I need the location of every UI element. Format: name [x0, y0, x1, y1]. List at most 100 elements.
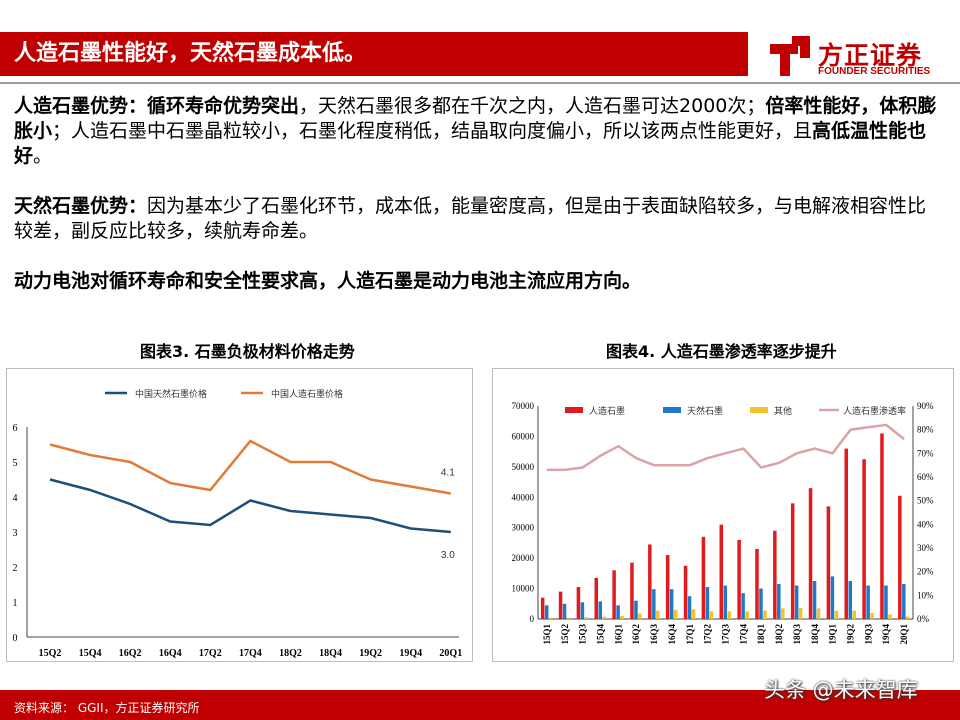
- y2-tick-label: 50%: [917, 496, 934, 506]
- x-tick-label: 16Q3: [649, 624, 659, 645]
- bar-2: [709, 611, 714, 619]
- bar-0: [755, 549, 759, 619]
- bar-1: [687, 596, 692, 619]
- legend-swatch: [565, 407, 583, 413]
- x-tick-label: 15Q2: [560, 624, 570, 645]
- body-span: 。: [33, 145, 53, 167]
- bar-2: [781, 608, 785, 619]
- body-text: 人造石墨优势：循环寿命优势突出，天然石墨很多都在千次之内，人造石墨可达2000次…: [14, 94, 939, 319]
- x-tick-label: 20Q1: [439, 648, 462, 659]
- bar-2: [656, 610, 660, 619]
- bar-0: [808, 488, 813, 619]
- series-line-natural: [49, 478, 451, 534]
- bar-1: [812, 580, 817, 619]
- paragraph-artificial-advantages: 人造石墨优势：循环寿命优势突出，天然石墨很多都在千次之内，人造石墨可达2000次…: [14, 94, 939, 169]
- x-tick-label: 18Q4: [810, 624, 820, 645]
- bar-0: [683, 565, 688, 619]
- bar-1: [723, 585, 727, 619]
- bar-2: [727, 611, 731, 619]
- bar-1: [616, 605, 620, 619]
- bar-1: [580, 602, 585, 619]
- bar-2: [763, 610, 767, 619]
- bar-2: [602, 616, 606, 619]
- y2-tick-label: 90%: [917, 401, 934, 411]
- y-tick-label: 3: [13, 528, 18, 539]
- penetration-chart-panel: 0 10000 20000 30000 40000 50000 60000 70000 0% 10…: [492, 368, 954, 662]
- x-tick-label: 17Q3: [721, 624, 731, 645]
- bar-0: [594, 577, 598, 619]
- x-tick-label: 18Q3: [792, 624, 802, 645]
- bar-2: [870, 612, 874, 619]
- bar-2: [548, 617, 553, 619]
- legend-label: 天然石墨: [687, 405, 723, 417]
- bar-2: [638, 613, 642, 619]
- y2-tick-label: 40%: [917, 519, 934, 529]
- bar-0: [898, 495, 902, 619]
- bar-0: [862, 459, 866, 619]
- bar-2: [852, 610, 856, 619]
- bar-2: [691, 609, 696, 619]
- y-tick-label: 0: [530, 614, 535, 624]
- bar-0: [880, 433, 884, 619]
- bar-1: [902, 584, 906, 619]
- legend-label: 其他: [774, 405, 792, 417]
- bar-2: [798, 608, 803, 619]
- y-tick-label: 4: [13, 493, 18, 504]
- price-chart-panel: 0 1 2 3 4 5 6 15Q2 15Q4 16Q2 16Q4 17Q2 17Q4 18Q2 18Q4 1…: [6, 368, 473, 662]
- bar-1: [669, 589, 674, 619]
- x-tick-label: 15Q2: [39, 648, 62, 659]
- legend-label: 中国人造石墨价格: [271, 388, 343, 400]
- y-tick-label: 5: [13, 458, 18, 469]
- bold-text: 人造石墨优势：: [14, 95, 148, 117]
- bar-1: [777, 584, 781, 619]
- y2-tick-label: 0%: [917, 614, 930, 624]
- y-tick-label: 2: [13, 563, 18, 574]
- bar-2: [816, 608, 821, 619]
- legend-label: 人造石墨渗透率: [843, 405, 906, 417]
- x-tick-label: 15Q4: [79, 648, 102, 659]
- y2-tick-label: 60%: [917, 472, 934, 482]
- bar-0: [826, 506, 831, 619]
- x-tick-label: 17Q2: [199, 648, 222, 659]
- bar-2: [834, 610, 839, 619]
- penetration-chart: 0 10000 20000 30000 40000 50000 60000 70000 0% 10…: [512, 401, 935, 645]
- x-tick-label: 17Q2: [703, 624, 713, 645]
- bar-1: [598, 601, 602, 619]
- bar-1: [884, 585, 888, 619]
- bar-1: [794, 585, 799, 619]
- bar-1: [634, 600, 638, 619]
- data-label: 4.1: [441, 468, 455, 479]
- footer-bar: [0, 690, 960, 720]
- page-title: 人造石墨性能好，天然石墨成本低。: [0, 32, 748, 76]
- bar-0: [648, 544, 652, 619]
- bar-0: [630, 562, 634, 619]
- x-tick-label: 19Q3: [863, 624, 873, 645]
- y-tick-label: 70000: [512, 401, 535, 411]
- bar-2: [745, 611, 749, 619]
- bold-text: 高低温性能也好: [14, 120, 927, 167]
- figure3-title: 图表3. 石墨负极材料价格走势: [140, 342, 355, 361]
- x-tick-label: 18Q1: [756, 624, 766, 645]
- company-logo: 方正证券 FOUNDER SECURITIES: [768, 34, 948, 80]
- bar-2: [620, 615, 624, 619]
- body-span: 因为基本少了石墨化环节，成本低，能量密度高，但是由于表面缺陷较多，与电解液相容性…: [14, 195, 927, 242]
- legend-label: 人造石墨: [589, 405, 625, 417]
- legend-label: 中国天然石墨价格: [135, 388, 207, 400]
- watermark: 头条 @未来智库: [764, 678, 918, 702]
- bar-0: [773, 530, 777, 619]
- y-tick-label: 1: [13, 598, 18, 609]
- logo-name: 方正证券: [818, 41, 923, 70]
- x-tick-label: 19Q4: [881, 624, 891, 645]
- bar-1: [866, 585, 870, 619]
- x-tick-label: 15Q3: [578, 624, 588, 645]
- series-line-artificial: [49, 439, 452, 495]
- logo-mark-icon: [770, 36, 810, 76]
- bold-text: 倍率性能好，体积膨胀小: [14, 95, 937, 142]
- y-tick-label: 6: [13, 423, 18, 434]
- bar-1: [652, 589, 656, 619]
- body-span: ，天然石墨很多都在千次之内，人造石墨可达2000次；: [299, 95, 766, 117]
- y-tick-label: 0: [13, 633, 18, 644]
- bold-text: 天然石墨优势：: [14, 195, 148, 217]
- x-tick-label: 18Q2: [774, 624, 784, 645]
- header-divider: [0, 82, 960, 84]
